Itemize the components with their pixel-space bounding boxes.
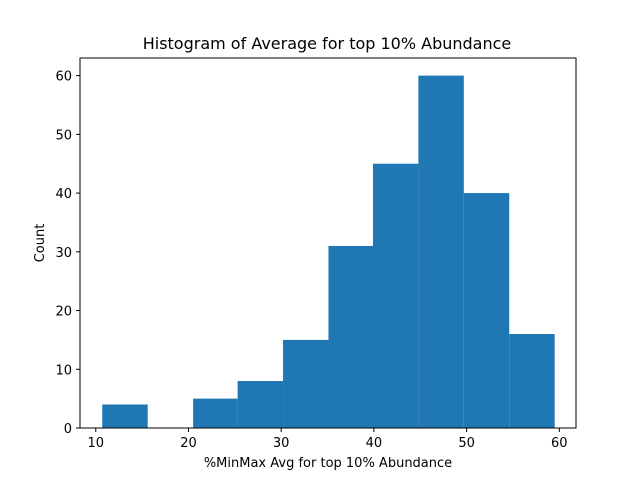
plot-frame [79,57,577,429]
x-tick-label: 20 [180,436,197,451]
y-tick-label: 60 [55,70,72,85]
histogram-bar-7 [418,75,464,429]
y-axis-ticks: 0 10 20 30 40 50 60 [55,70,80,437]
y-tick-label: 20 [55,305,72,320]
x-tick-label: 40 [366,436,383,451]
y-tick-label: 30 [55,246,72,261]
histogram-bar-0 [102,404,148,428]
x-tick-label: 10 [87,436,104,451]
histogram-bar-4 [283,339,329,428]
histogram-bar-3 [237,381,284,428]
x-tick-label: 30 [273,436,290,451]
histogram-bar-6 [372,163,419,428]
x-axis-ticks: 10 20 30 40 50 60 [87,428,568,451]
x-tick-label: 50 [458,436,475,451]
y-tick-label: 10 [55,363,72,378]
y-tick-label: 50 [55,128,72,143]
y-axis-label: Count [33,224,48,263]
histogram-bar-5 [328,245,373,428]
histogram-bar-2 [193,398,238,428]
bars-group [102,75,555,429]
histogram-bar-8 [463,193,510,428]
y-tick-label: 40 [55,187,72,202]
x-tick-label: 60 [551,436,568,451]
y-tick-label: 0 [64,422,72,437]
chart-title: Histogram of Average for top 10% Abundan… [143,34,512,53]
x-axis-label: %MinMax Avg for top 10% Abundance [204,456,452,471]
histogram-bar-9 [509,334,555,428]
